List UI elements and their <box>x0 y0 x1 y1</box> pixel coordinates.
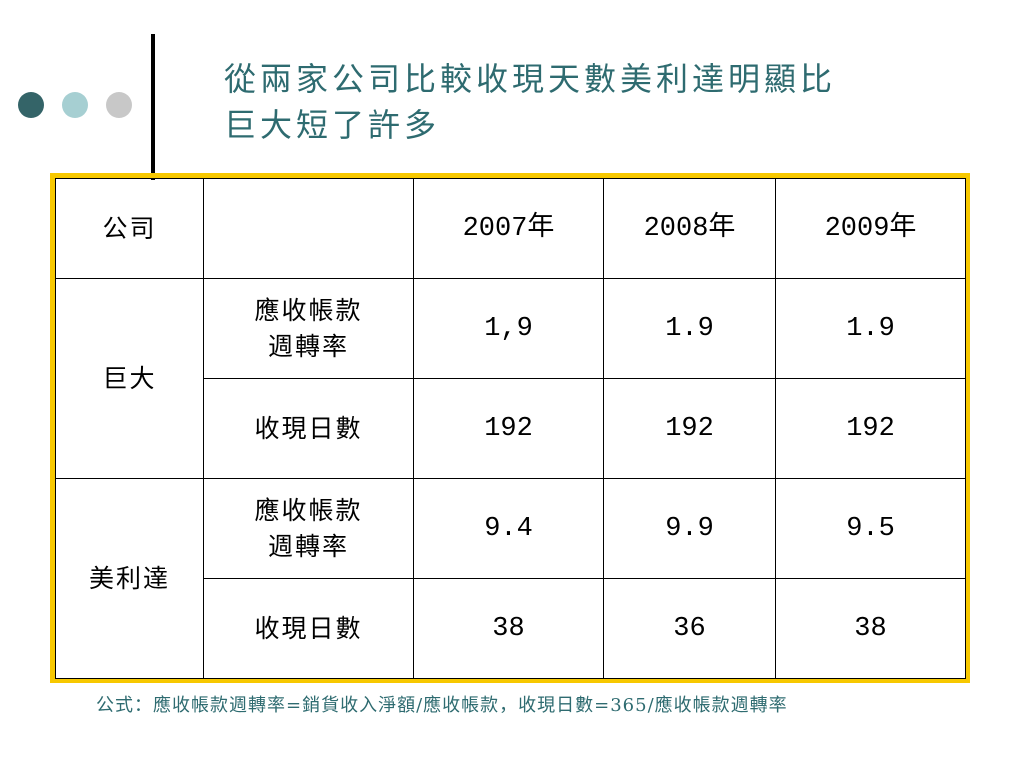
metric-label: 應收帳款 週轉率 <box>203 478 414 579</box>
title-line-1: 從兩家公司比較收現天數美利達明顯比 <box>224 60 837 98</box>
header-2007: 2007年 <box>413 178 604 279</box>
metric-label-line1: 應收帳款 <box>254 295 363 325</box>
value-2009: 192 <box>775 378 966 479</box>
header-2008: 2008年 <box>603 178 776 279</box>
table-frame: 公司 2007年 2008年 2009年 巨大 應收帳款 週轉率 1,9 1.9… <box>50 173 970 683</box>
table-row: 收現日數 192 192 192 <box>56 378 966 479</box>
table-row: 收現日數 38 36 38 <box>56 578 966 679</box>
header-row: 公司 2007年 2008年 2009年 <box>55 178 966 279</box>
table-row: 巨大 應收帳款 週轉率 1,9 1.9 1.9 <box>55 278 966 479</box>
company-name: 美利達 <box>55 478 204 679</box>
value-2008: 36 <box>603 578 776 679</box>
dot-gray <box>106 92 132 118</box>
header-company: 公司 <box>55 178 204 279</box>
metric-label: 應收帳款 週轉率 <box>203 278 414 379</box>
metric-label: 收現日數 <box>203 378 414 479</box>
value-2007: 9.4 <box>413 478 604 579</box>
metric-label: 收現日數 <box>203 578 414 679</box>
dot-light-teal <box>62 92 88 118</box>
dot-dark <box>18 92 44 118</box>
vertical-divider <box>151 34 155 180</box>
metric-label-line2: 週轉率 <box>267 331 349 361</box>
comparison-table: 公司 2007年 2008年 2009年 巨大 應收帳款 週轉率 1,9 1.9… <box>55 178 966 679</box>
title-line-2: 巨大短了許多 <box>224 106 441 144</box>
value-2007: 192 <box>413 378 604 479</box>
formula-footnote: 公式：應收帳款週轉率=銷貨收入淨額/應收帳款，收現日數=365/應收帳款週轉率 <box>96 695 788 716</box>
value-2009: 1.9 <box>775 278 966 379</box>
company-name: 巨大 <box>55 278 204 479</box>
header-2009: 2009年 <box>775 178 966 279</box>
value-2008: 9.9 <box>603 478 776 579</box>
metric-label-line1: 應收帳款 <box>254 495 363 525</box>
value-2008: 1.9 <box>603 278 776 379</box>
header-metric <box>203 178 414 279</box>
value-2009: 38 <box>775 578 966 679</box>
metric-label-line2: 週轉率 <box>267 531 349 561</box>
table-row: 美利達 應收帳款 週轉率 9.4 9.9 9.5 <box>55 478 966 679</box>
value-2007: 38 <box>413 578 604 679</box>
value-2009: 9.5 <box>775 478 966 579</box>
value-2008: 192 <box>603 378 776 479</box>
value-2007: 1,9 <box>413 278 604 379</box>
slide-title: 從兩家公司比較收現天數美利達明顯比 巨大短了許多 <box>224 56 984 148</box>
